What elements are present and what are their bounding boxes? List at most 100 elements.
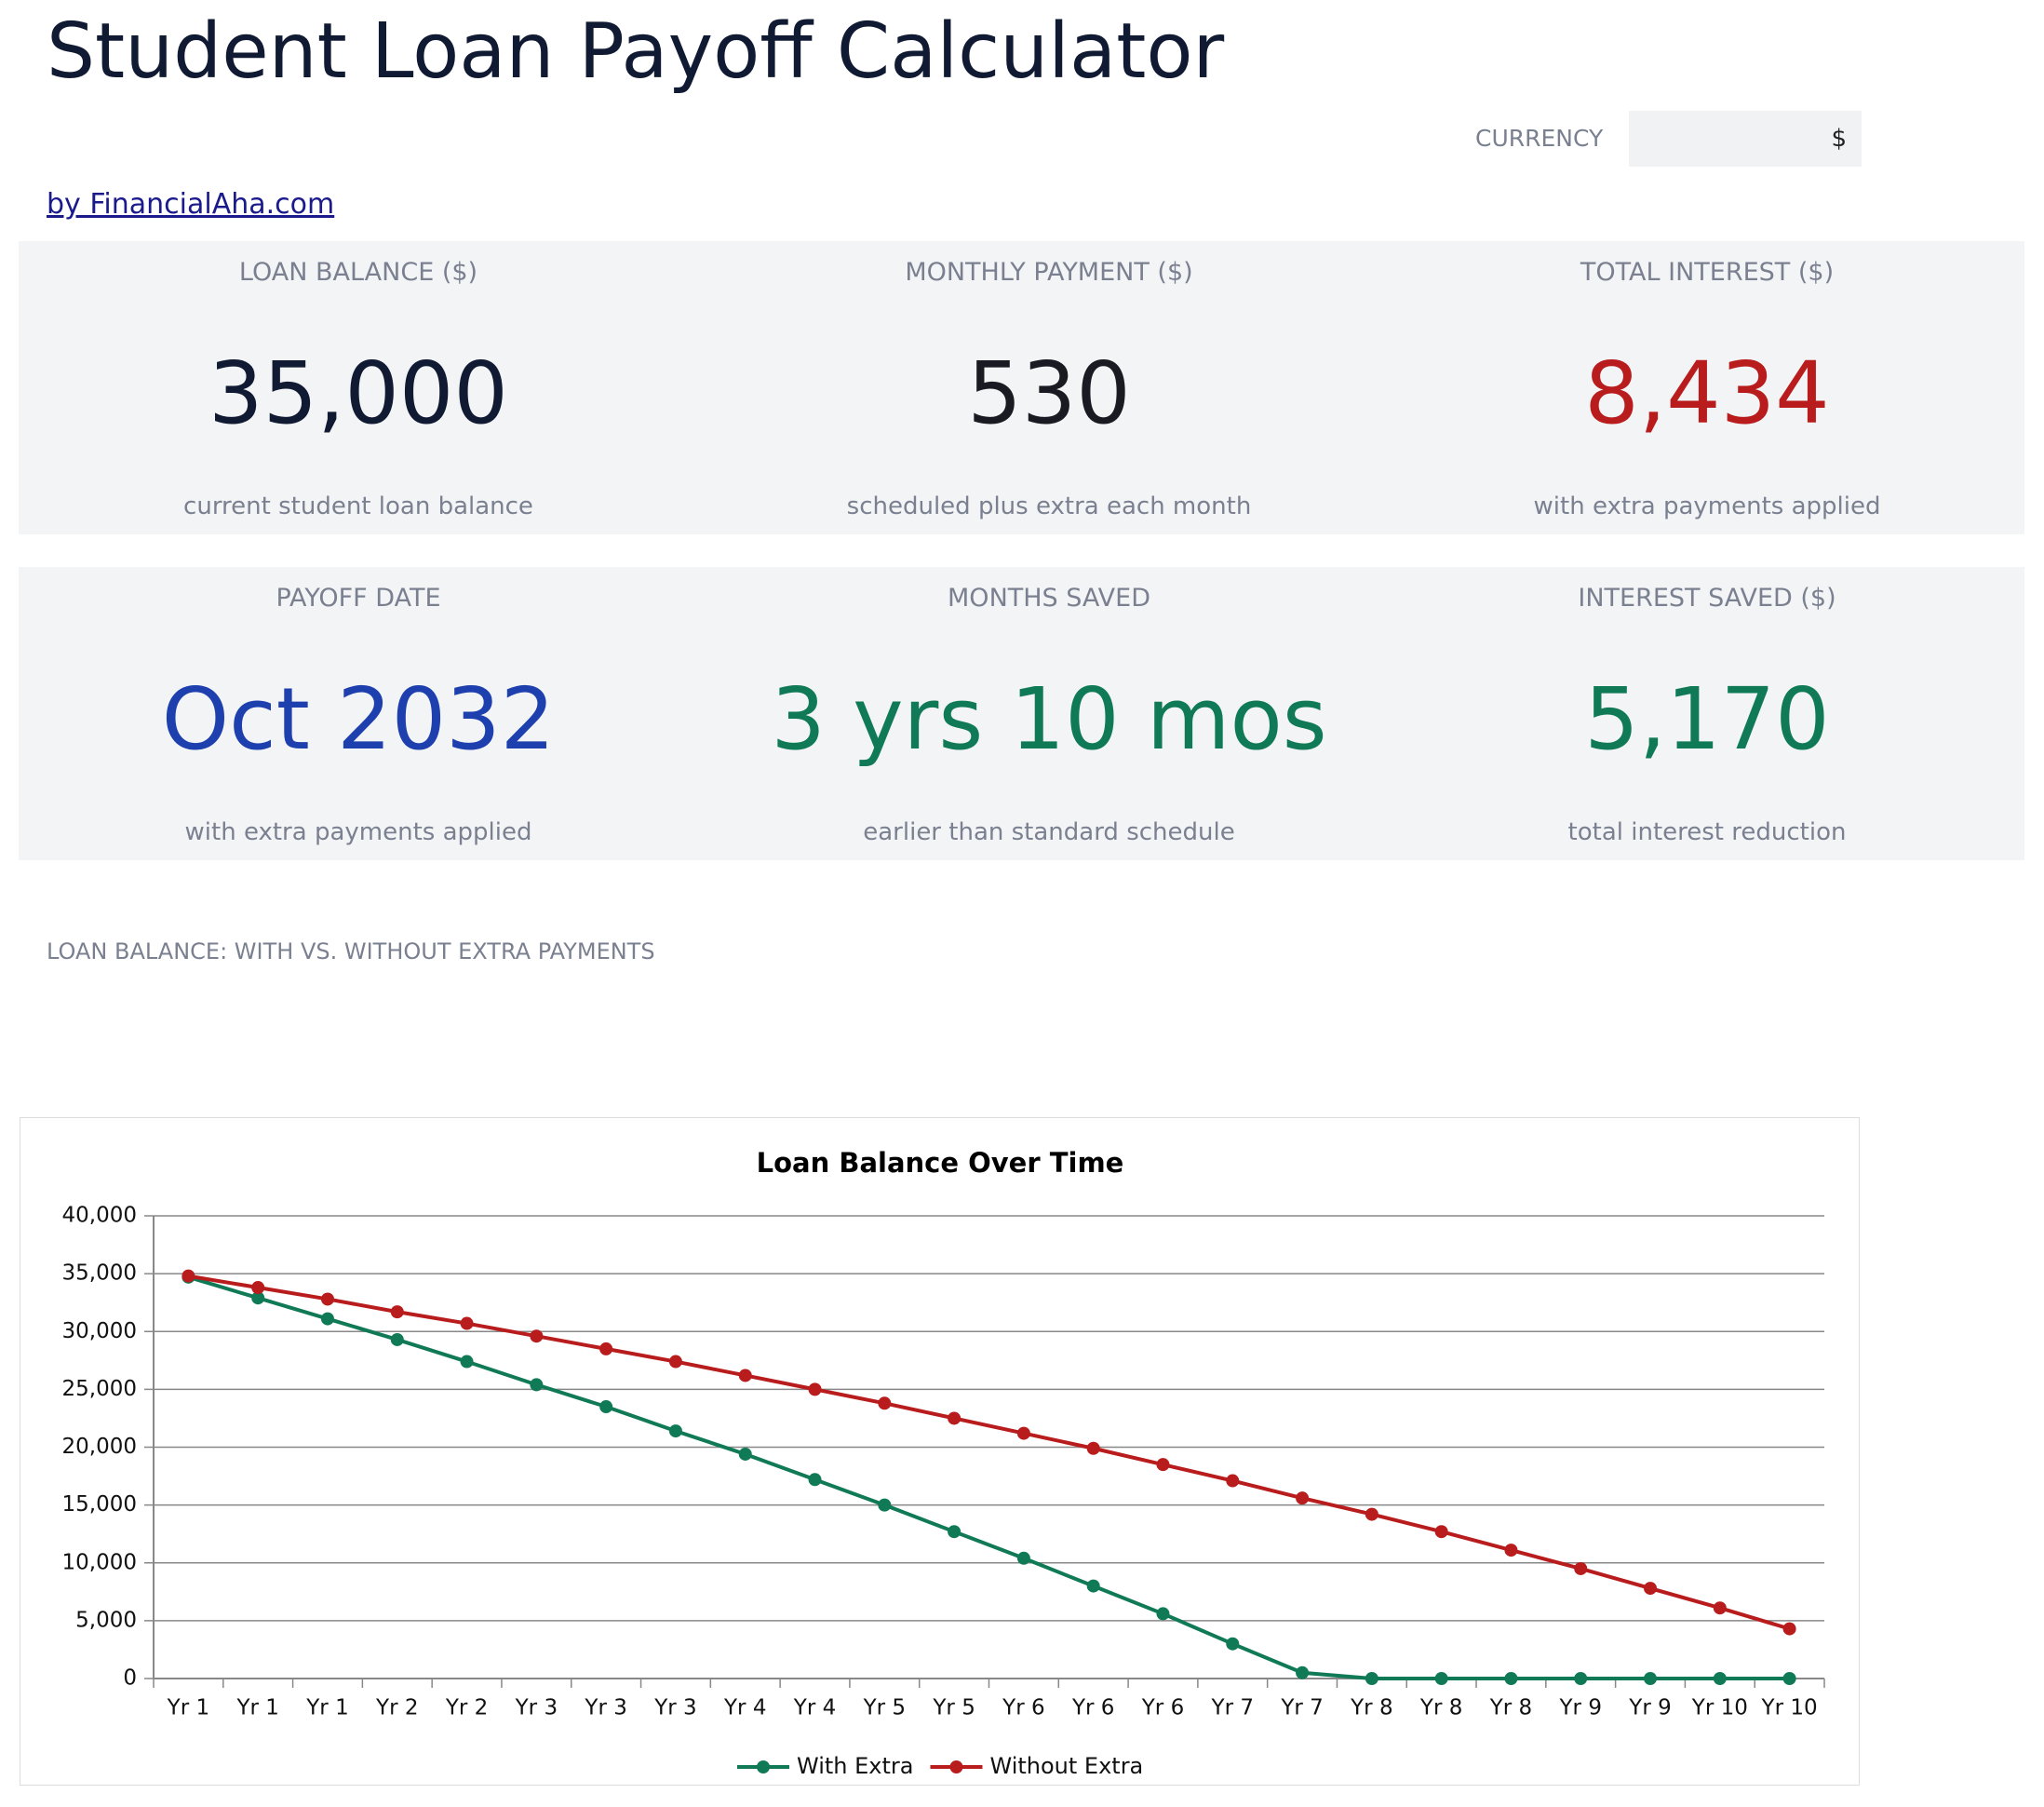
x-tick-label: Yr 5 <box>863 1696 906 1720</box>
chart-container: Loan Balance Over Time 0 5,000 10,000 15,00… <box>20 1117 1860 1786</box>
card-label: MONTHS SAVED <box>948 584 1150 613</box>
card-note: current student loan balance <box>183 492 533 520</box>
data-point <box>1782 1672 1796 1685</box>
y-tick-label: 25,000 <box>62 1377 137 1401</box>
data-point <box>1644 1582 1658 1596</box>
data-point <box>668 1355 682 1369</box>
card-note: total interest reduction <box>1567 818 1847 846</box>
x-tick-label: Yr 3 <box>584 1696 626 1720</box>
card-label: PAYOFF DATE <box>276 584 441 613</box>
card-value: 3 yrs 10 mos <box>771 669 1327 769</box>
data-point <box>251 1291 265 1305</box>
data-point <box>1434 1672 1448 1685</box>
data-point <box>1504 1672 1518 1685</box>
card-note: with extra payments applied <box>1533 492 1881 520</box>
data-point <box>878 1396 892 1410</box>
data-point <box>1504 1544 1518 1558</box>
stat-card: TOTAL INTEREST ($) 8,434 with extra paymen… <box>1373 241 2041 534</box>
data-point <box>390 1332 404 1346</box>
data-point <box>1574 1672 1588 1685</box>
legend-label: Without Extra <box>989 1753 1143 1779</box>
y-tick-label: 35,000 <box>62 1261 137 1286</box>
card-label: MONTHLY PAYMENT ($) <box>905 258 1193 287</box>
data-point <box>1156 1607 1170 1621</box>
data-point <box>1156 1458 1170 1472</box>
data-point <box>1713 1601 1727 1615</box>
series-line <box>187 1274 1790 1680</box>
data-point <box>1226 1474 1240 1488</box>
stat-card: MONTHS SAVED 3 yrs 10 mos earlier than sta… <box>715 567 1383 860</box>
stat-card: MONTHLY PAYMENT ($) 530 scheduled plus ext… <box>715 241 1383 534</box>
x-tick-label: Yr 2 <box>445 1696 488 1720</box>
card-value: 530 <box>967 344 1131 443</box>
data-point <box>599 1342 613 1355</box>
data-point <box>1016 1551 1030 1565</box>
card-note: earlier than standard schedule <box>863 818 1235 846</box>
currency-label: CURRENCY <box>1475 125 1604 152</box>
card-value: Oct 2032 <box>161 669 556 769</box>
currency-value: $ <box>1831 125 1847 153</box>
card-value: 5,170 <box>1584 669 1830 769</box>
x-tick-label: Yr 8 <box>1350 1696 1392 1720</box>
data-point <box>1713 1672 1727 1685</box>
x-tick-label: Yr 1 <box>305 1696 348 1720</box>
x-tick-label: Yr 3 <box>515 1696 558 1720</box>
card-value: 35,000 <box>208 344 508 443</box>
x-tick-label: Yr 2 <box>375 1696 418 1720</box>
y-tick-label: 15,000 <box>62 1492 137 1517</box>
data-point <box>1434 1525 1448 1539</box>
x-tick-label: Yr 10 <box>1761 1696 1818 1720</box>
data-point <box>948 1525 961 1539</box>
stat-card: PAYOFF DATE Oct 2032 with extra payments a… <box>24 567 693 860</box>
data-point <box>1086 1579 1100 1593</box>
stat-card: LOAN BALANCE ($) 35,000 current student lo… <box>24 241 693 534</box>
y-tick-label: 30,000 <box>62 1319 137 1343</box>
data-point <box>808 1382 822 1396</box>
data-point <box>599 1400 613 1414</box>
data-point <box>1782 1622 1796 1636</box>
data-point <box>390 1305 404 1319</box>
card-note: scheduled plus extra each month <box>846 492 1252 520</box>
card-value: 8,434 <box>1584 344 1830 443</box>
data-point <box>530 1329 544 1343</box>
y-tick-label: 40,000 <box>62 1204 137 1228</box>
legend-swatch <box>949 1760 963 1773</box>
data-point <box>1365 1507 1378 1521</box>
page-title: Student Loan Payoff Calculator <box>47 7 1225 96</box>
x-tick-label: Yr 1 <box>167 1696 209 1720</box>
data-point <box>738 1369 752 1382</box>
data-point <box>1365 1672 1378 1685</box>
data-point <box>738 1447 752 1461</box>
x-tick-label: Yr 6 <box>1141 1696 1184 1720</box>
card-label: INTEREST SAVED ($) <box>1578 584 1836 613</box>
card-note: with extra payments applied <box>184 818 532 846</box>
data-point <box>878 1498 892 1512</box>
data-point <box>1296 1491 1310 1505</box>
x-tick-label: Yr 4 <box>793 1696 836 1720</box>
x-tick-label: Yr 7 <box>1280 1696 1323 1720</box>
data-point <box>668 1424 682 1438</box>
card-row: PAYOFF DATE Oct 2032 with extra payments a… <box>19 567 2024 860</box>
data-point <box>460 1355 474 1369</box>
stat-card: INTEREST SAVED ($) 5,170 total interest re… <box>1373 567 2041 860</box>
legend-swatch <box>757 1760 770 1773</box>
y-tick-label: 20,000 <box>62 1435 137 1459</box>
x-tick-label: Yr 8 <box>1419 1696 1462 1720</box>
x-tick-label: Yr 10 <box>1691 1696 1748 1720</box>
x-tick-label: Yr 4 <box>723 1696 766 1720</box>
section-label: LOAN BALANCE: WITH VS. WITHOUT EXTRA PAY… <box>47 938 655 964</box>
data-point <box>1086 1441 1100 1455</box>
data-point <box>1016 1426 1030 1440</box>
x-tick-label: Yr 6 <box>1071 1696 1114 1720</box>
data-point <box>808 1473 822 1487</box>
source-link[interactable]: by FinancialAha.com <box>47 188 335 221</box>
currency-input[interactable]: $ <box>1629 111 1862 167</box>
card-label: LOAN BALANCE ($) <box>238 258 478 287</box>
series-line <box>188 1274 1791 1631</box>
data-point <box>1296 1665 1310 1679</box>
x-tick-label: Yr 9 <box>1628 1696 1671 1720</box>
y-tick-label: 0 <box>123 1666 137 1691</box>
data-point <box>530 1378 544 1392</box>
data-point <box>948 1411 961 1425</box>
